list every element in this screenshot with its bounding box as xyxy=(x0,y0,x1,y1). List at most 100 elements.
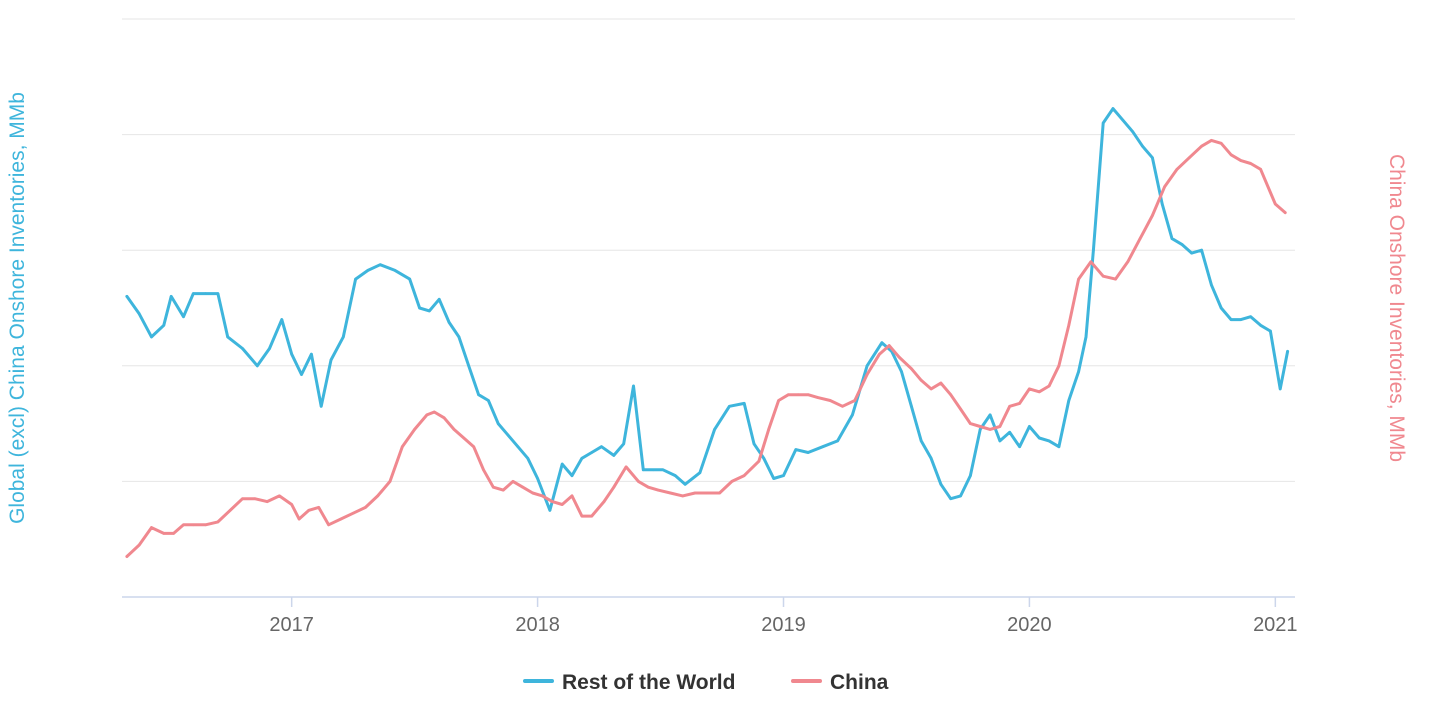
data-point-china xyxy=(853,399,857,402)
data-point-china xyxy=(1219,142,1223,145)
data-point-china xyxy=(297,517,301,521)
data-point-china xyxy=(767,428,770,431)
data-point-rest-of-the-world xyxy=(1084,335,1088,339)
data-point-rest-of-the-world xyxy=(1180,243,1184,246)
data-point-rest-of-the-world xyxy=(1278,387,1282,391)
data-point-china xyxy=(1008,405,1011,408)
data-point-rest-of-the-world xyxy=(600,445,603,449)
data-point-china xyxy=(401,445,404,449)
data-point-rest-of-the-world xyxy=(1077,370,1080,373)
data-point-rest-of-the-world xyxy=(1028,425,1031,428)
data-point-china xyxy=(797,393,800,397)
data-point-rest-of-the-world xyxy=(418,306,421,310)
data-point-china xyxy=(1114,277,1117,281)
data-point-rest-of-the-world xyxy=(949,497,952,501)
data-point-china xyxy=(1283,211,1287,214)
data-point-rest-of-the-world xyxy=(447,321,451,324)
data-point-china xyxy=(433,410,436,414)
data-point-china xyxy=(327,523,330,527)
data-point-china xyxy=(865,373,869,376)
data-point-china xyxy=(172,532,175,535)
data-point-rest-of-the-world xyxy=(329,358,333,362)
data-point-rest-of-the-world xyxy=(959,494,962,498)
series-rest-of-the-world[interactable] xyxy=(125,107,1290,512)
gridlines xyxy=(122,18,1295,482)
series-china[interactable] xyxy=(125,138,1287,558)
data-point-rest-of-the-world xyxy=(1067,399,1071,402)
data-point-rest-of-the-world xyxy=(428,309,431,313)
data-point-rest-of-the-world xyxy=(713,428,716,431)
data-point-rest-of-the-world xyxy=(1151,156,1154,159)
data-point-rest-of-the-world xyxy=(1269,329,1272,333)
data-point-china xyxy=(125,555,129,558)
data-point-rest-of-the-world xyxy=(1170,237,1174,240)
data-point-china xyxy=(351,511,355,515)
data-point-china xyxy=(730,480,734,483)
data-point-china xyxy=(590,514,593,518)
data-point-china xyxy=(137,543,141,547)
x-tick-label: 2017 xyxy=(269,614,314,636)
data-point-rest-of-the-world xyxy=(526,457,530,460)
legend[interactable]: Rest of the World China xyxy=(523,671,889,694)
data-point-china xyxy=(204,523,207,527)
data-point-rest-of-the-world xyxy=(1018,445,1021,449)
data-point-china xyxy=(278,494,281,498)
series-lines xyxy=(125,107,1290,558)
data-point-china xyxy=(265,500,269,503)
right-axis-title: China Onshore Inventories, MMb xyxy=(1385,154,1408,462)
data-point-china xyxy=(1067,324,1071,327)
data-point-rest-of-the-world xyxy=(762,457,766,460)
data-point-china xyxy=(339,517,343,521)
data-point-rest-of-the-world xyxy=(1047,439,1051,443)
data-point-rest-of-the-world xyxy=(806,451,810,454)
data-point-rest-of-the-world xyxy=(1111,107,1115,110)
x-tick-label: 2021 xyxy=(1253,614,1298,636)
data-point-china xyxy=(541,494,544,498)
data-point-china xyxy=(560,503,564,506)
data-point-china xyxy=(1018,402,1021,405)
data-point-rest-of-the-world xyxy=(408,277,412,281)
data-point-rest-of-the-world xyxy=(1200,248,1203,252)
data-point-rest-of-the-world xyxy=(1219,306,1223,310)
data-point-china xyxy=(376,494,380,498)
x-tick-label: 2020 xyxy=(1007,614,1052,636)
data-point-rest-of-the-world xyxy=(536,477,539,480)
data-point-china xyxy=(162,532,166,535)
data-point-rest-of-the-world xyxy=(310,352,313,356)
data-point-china xyxy=(192,523,195,527)
data-point-china xyxy=(612,485,616,489)
data-point-rest-of-the-world xyxy=(674,474,677,477)
data-point-rest-of-the-world xyxy=(162,324,166,327)
data-point-china xyxy=(182,523,185,527)
data-point-china xyxy=(551,500,554,503)
data-point-rest-of-the-world xyxy=(216,292,220,295)
data-point-rest-of-the-world xyxy=(1286,350,1289,353)
data-point-china xyxy=(511,480,515,483)
data-point-rest-of-the-world xyxy=(939,483,943,486)
data-point-rest-of-the-world xyxy=(661,468,665,472)
data-point-china xyxy=(521,485,525,489)
legend-item-rest-of-world[interactable]: Rest of the World xyxy=(523,671,735,694)
data-point-china xyxy=(624,465,628,469)
data-point-rest-of-the-world xyxy=(570,474,574,477)
data-point-rest-of-the-world xyxy=(1239,318,1243,321)
data-point-rest-of-the-world xyxy=(632,384,635,388)
legend-item-china[interactable]: China xyxy=(791,671,889,694)
data-point-rest-of-the-world xyxy=(169,295,173,298)
data-point-china xyxy=(919,379,923,382)
data-point-rest-of-the-world xyxy=(1190,251,1193,255)
data-point-rest-of-the-world xyxy=(1008,431,1011,434)
data-point-china xyxy=(1138,237,1142,240)
data-point-rest-of-the-world xyxy=(742,402,746,405)
legend-label-rest-of-world: Rest of the World xyxy=(562,671,735,694)
series-line-rest-of-the-world[interactable] xyxy=(125,107,1290,512)
data-point-china xyxy=(452,428,456,431)
data-point-china xyxy=(570,494,574,498)
data-point-china xyxy=(1077,277,1080,281)
series-line-china[interactable] xyxy=(125,138,1287,558)
data-point-china xyxy=(307,509,311,512)
data-point-rest-of-the-world xyxy=(622,442,625,446)
data-point-rest-of-the-world xyxy=(612,454,616,457)
